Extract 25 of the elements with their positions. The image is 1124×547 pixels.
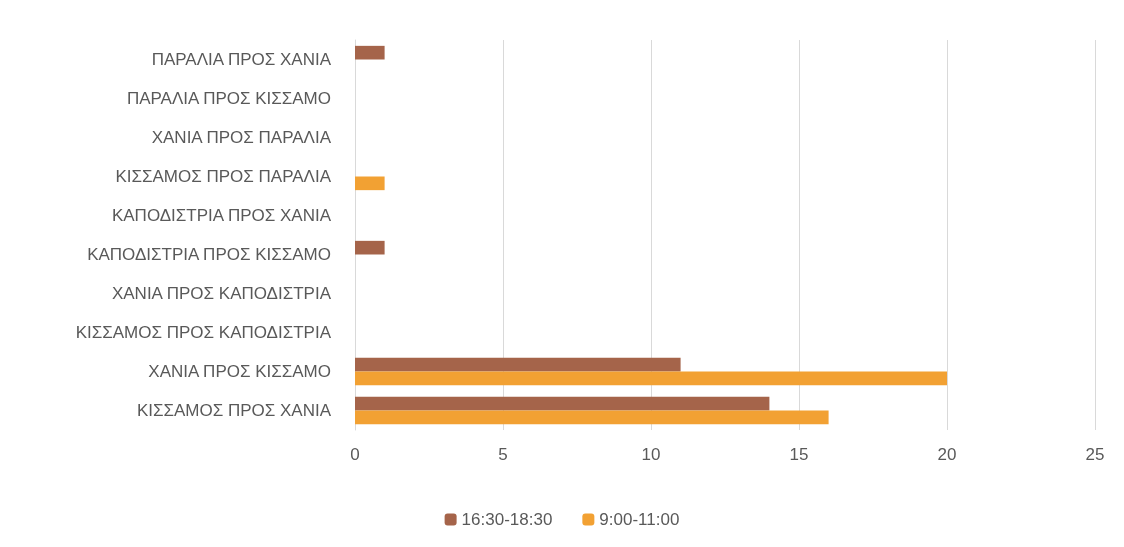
bar [355, 45, 385, 60]
x-tick-label: 20 [937, 445, 957, 464]
legend-label: 16:30-18:30 [461, 510, 553, 529]
x-tick-label: 5 [498, 445, 508, 464]
bar [355, 396, 770, 411]
bar [355, 410, 829, 425]
y-tick-label: ΧΑΝΙΑ ΠΡΟΣ ΠΑΡΑΛΙΑ [151, 128, 332, 147]
x-tick-label: 0 [350, 445, 360, 464]
x-tick-label: 15 [789, 445, 809, 464]
y-tick-label: ΧΑΝΙΑ ΠΡΟΣ ΚΙΣΣΑΜΟ [148, 362, 331, 381]
bar [355, 371, 947, 386]
y-tick-label: ΧΑΝΙΑ ΠΡΟΣ ΚΑΠΟΔΙΣΤΡΙΑ [111, 284, 332, 303]
x-tick-label: 25 [1085, 445, 1105, 464]
legend-label: 9:00-11:00 [599, 510, 680, 529]
y-tick-label: ΚΙΣΣΑΜΟΣ ΠΡΟΣ ΧΑΝΙΑ [136, 401, 332, 420]
y-tick-label: ΚΑΠΟΔΙΣΤΡΙΑ ΠΡΟΣ ΚΙΣΣΑΜΟ [87, 245, 331, 264]
y-tick-label: ΚΙΣΣΑΜΟΣ ΠΡΟΣ ΚΑΠΟΔΙΣΤΡΙΑ [75, 323, 332, 342]
y-tick-label: ΠΑΡΑΛΙΑ ΠΡΟΣ ΚΙΣΣΑΜΟ [126, 89, 331, 108]
bar [355, 240, 385, 255]
y-tick-label: ΚΑΠΟΔΙΣΤΡΙΑ ΠΡΟΣ ΧΑΝΙΑ [111, 206, 332, 225]
bar [355, 357, 681, 372]
x-tick-label: 10 [641, 445, 661, 464]
y-tick-label: ΚΙΣΣΑΜΟΣ ΠΡΟΣ ΠΑΡΑΛΙΑ [115, 167, 332, 186]
bar [355, 176, 385, 191]
y-tick-label: ΠΑΡΑΛΙΑ ΠΡΟΣ ΧΑΝΙΑ [151, 50, 332, 69]
